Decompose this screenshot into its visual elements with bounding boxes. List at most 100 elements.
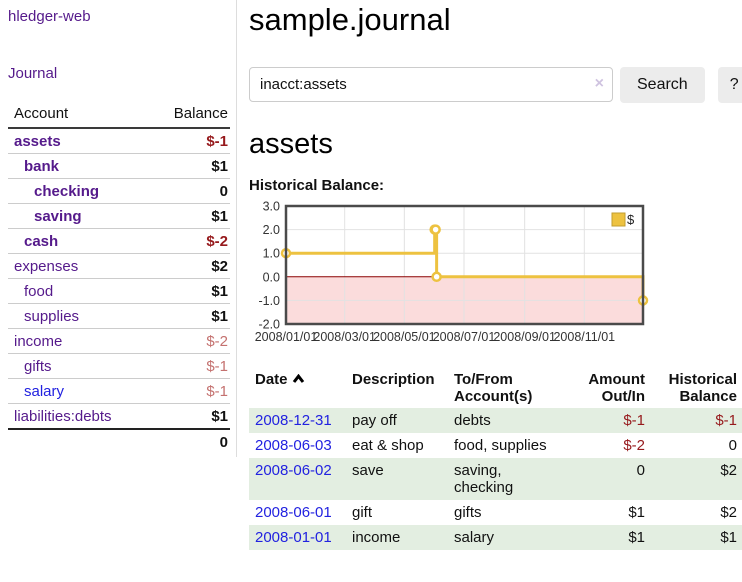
transaction-date-link[interactable]: 2008-01-01 [255, 529, 332, 546]
transaction-amount: $-2 [623, 437, 645, 454]
account-row: checking 0 [8, 179, 230, 204]
account-row: salary $-1 [8, 379, 230, 404]
register-row: 2008-06-01 gift gifts $1 $2 [249, 500, 742, 525]
transaction-description: gift [352, 504, 373, 521]
search-form: × Search ? [249, 67, 742, 103]
sort-ascending-icon [292, 371, 305, 388]
sidebar: hledger-web Journal Account Balance asse… [0, 0, 237, 457]
transaction-date-link[interactable]: 2008-06-02 [255, 462, 332, 479]
register-header-row: Date Description To/From Account(s) Amou… [249, 368, 742, 408]
account-row: income $-2 [8, 329, 230, 354]
accounts-table: Account Balance assets $-1 bank $1 checking 0… [8, 102, 230, 457]
account-link-gifts[interactable]: gifts [24, 358, 52, 375]
transaction-accounts: salary [454, 529, 495, 546]
column-header-balance[interactable]: Historical Balance [668, 371, 737, 405]
svg-text:2008/03/01: 2008/03/01 [313, 330, 376, 344]
account-row: saving $1 [8, 204, 230, 229]
transaction-amount: 0 [636, 462, 645, 479]
register-row: 2008-01-01 income salary $1 $1 [249, 525, 742, 550]
account-balance: $1 [211, 408, 228, 425]
account-row: assets $-1 [8, 129, 230, 154]
transaction-balance: $2 [720, 504, 737, 521]
transaction-amount: $-1 [623, 412, 645, 429]
accounts-total-value: 0 [219, 434, 228, 451]
balance-column-header: Balance [173, 105, 228, 122]
account-link-income[interactable]: income [14, 333, 63, 350]
svg-text:$: $ [627, 212, 635, 227]
account-balance: $-2 [206, 233, 228, 250]
account-link-cash[interactable]: cash [24, 233, 59, 250]
svg-text:-1.0: -1.0 [258, 294, 280, 308]
account-row: supplies $1 [8, 304, 230, 329]
column-header-amount[interactable]: Amount Out/In [588, 371, 645, 405]
historical-balance-chart: 3.0 2.0 1.0 0.0 -1.0 -2.0 2008/01/01 2008/03/01… [249, 200, 742, 351]
svg-text:1.0: 1.0 [263, 247, 280, 261]
transaction-date-link[interactable]: 2008-12-31 [255, 412, 332, 429]
svg-text:2008/11/01: 2008/11/01 [553, 330, 615, 344]
register-table-body: 2008-12-31 pay off debts $-1 $-1 2008-06-03 ea… [249, 408, 742, 550]
transaction-accounts: saving, checking [454, 462, 514, 496]
accounts-table-body: assets $-1 bank $1 checking 0 saving $1 cash $-2 e… [8, 129, 230, 428]
svg-text:2008/07/01: 2008/07/01 [433, 330, 496, 344]
accounts-table-header: Account Balance [8, 102, 230, 129]
transaction-description: pay off [352, 412, 397, 429]
account-link-bank[interactable]: bank [24, 158, 60, 175]
register-row: 2008-06-03 eat & shop food, supplies $-2 0 [249, 433, 742, 458]
svg-text:0.0: 0.0 [263, 270, 280, 284]
account-link-liabilities-debts[interactable]: liabilities:debts [14, 408, 112, 425]
account-row: expenses $2 [8, 254, 230, 279]
svg-text:2008/01/01: 2008/01/01 [255, 330, 318, 344]
account-row: liabilities:debts $1 [8, 404, 230, 428]
clear-search-icon[interactable]: × [594, 75, 604, 92]
transaction-date-link[interactable]: 2008-06-01 [255, 504, 332, 521]
search-button[interactable]: Search [620, 67, 705, 103]
svg-text:2008/09/01: 2008/09/01 [493, 330, 556, 344]
account-link-assets[interactable]: assets [14, 133, 61, 150]
account-balance: 0 [219, 183, 228, 200]
account-link-expenses[interactable]: expenses [14, 258, 79, 275]
account-row: food $1 [8, 279, 230, 304]
register-row: 2008-06-02 save saving, checking 0 $2 [249, 458, 742, 500]
chart-title: Historical Balance: [249, 177, 385, 194]
account-balance: $-1 [206, 383, 228, 400]
account-link-saving[interactable]: saving [34, 208, 82, 225]
transaction-amount: $1 [628, 529, 645, 546]
search-input[interactable] [249, 67, 613, 102]
svg-text:2.0: 2.0 [263, 223, 280, 237]
svg-text:3.0: 3.0 [263, 201, 280, 214]
brand-link[interactable]: hledger-web [8, 8, 91, 25]
transaction-accounts: gifts [454, 504, 482, 521]
transaction-description: save [352, 462, 384, 479]
account-link-checking[interactable]: checking [34, 183, 100, 200]
account-row: bank $1 [8, 154, 230, 179]
transaction-balance: $1 [720, 529, 737, 546]
main-content: sample.journal × Search ? assets Histori… [237, 0, 742, 550]
app-layout: hledger-web Journal Account Balance asse… [0, 0, 742, 550]
transaction-balance: 0 [728, 437, 737, 454]
column-header-description[interactable]: Description [352, 371, 435, 388]
svg-text:-2.0: -2.0 [258, 318, 280, 332]
account-heading: assets [249, 128, 333, 160]
register-table: Date Description To/From Account(s) Amou… [249, 368, 742, 550]
sidebar-item-journal[interactable]: Journal [8, 65, 58, 82]
account-link-food[interactable]: food [24, 283, 54, 300]
transaction-balance: $-1 [715, 412, 737, 429]
account-balance: $1 [211, 158, 228, 175]
column-header-accounts[interactable]: To/From Account(s) [454, 371, 533, 405]
register-row: 2008-12-31 pay off debts $-1 $-1 [249, 408, 742, 433]
help-button[interactable]: ? [717, 67, 742, 103]
account-link-supplies[interactable]: supplies [24, 308, 80, 325]
column-header-date[interactable]: Date [249, 368, 346, 408]
transaction-date-link[interactable]: 2008-06-03 [255, 437, 332, 454]
account-row: gifts $-1 [8, 354, 230, 379]
transaction-accounts: debts [454, 412, 491, 429]
account-balance: $-1 [206, 358, 228, 375]
account-link-salary[interactable]: salary [24, 383, 65, 400]
account-balance: $-1 [206, 133, 228, 150]
account-column-header: Account [14, 105, 69, 122]
chart-svg: 3.0 2.0 1.0 0.0 -1.0 -2.02008/01/012008/03/01… [255, 200, 649, 344]
account-balance: $2 [211, 258, 228, 275]
transaction-accounts: food, supplies [454, 437, 547, 454]
transaction-description: income [352, 529, 401, 546]
transaction-amount: $1 [628, 504, 645, 521]
